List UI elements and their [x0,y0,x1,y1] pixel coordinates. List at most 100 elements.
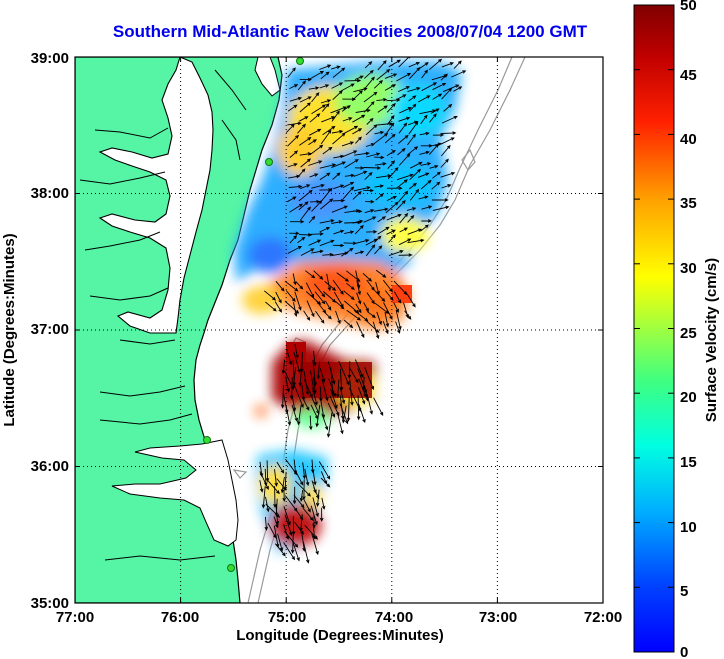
velocity-arrow [374,184,385,188]
velocity-arrow [313,376,317,395]
velocity-arrow [432,142,442,147]
velocity-arrow [289,96,303,102]
velocity-arrow [293,302,298,318]
velocity-arrow [409,103,417,112]
velocity-arrow [332,279,344,295]
velocity-arrow [353,310,369,322]
velocity-arrow [331,82,344,89]
velocity-arrow [309,113,321,123]
velocity-arrow [308,232,324,236]
colorbar-tick-label: 45 [680,67,697,84]
velocity-arrow [300,184,311,190]
velocity-arrow [428,143,439,155]
velocity-arrow [321,378,329,402]
velocity-arrow [407,238,425,244]
velocity-arrow [294,480,311,497]
velocity-arrow [288,174,301,179]
velocity-arrow [453,86,463,92]
velocity-arrow [393,280,408,296]
velocity-arrow [309,173,319,178]
velocity-arrow [432,82,447,91]
velocity-arrow [355,303,362,314]
colorbar-gradient [633,4,675,653]
velocity-arrow [384,73,398,79]
velocity-arrow [344,230,355,235]
velocity-arrow [292,486,297,505]
velocity-arrow [328,378,336,398]
velocity-arrow [441,62,454,68]
velocity-arrow [332,198,346,203]
velocity-arrow [343,290,355,301]
velocity-arrow [386,114,395,125]
velocity-arrow [319,172,331,181]
velocity-arrow [384,312,390,328]
velocity-arrow [288,184,303,189]
velocity-arrow [297,168,306,177]
velocity-arrow [341,247,354,257]
velocity-arrow [325,300,332,311]
velocity-arrow [294,469,304,486]
velocity-arrow [300,248,315,256]
velocity-arrow [342,117,353,122]
velocity-arrow [404,310,412,320]
velocity-arrow [352,128,363,135]
velocity-arrow [408,61,421,68]
velocity-arrow [348,367,359,384]
colorbar-tick-label: 0 [680,644,688,659]
velocity-arrow [320,477,331,488]
velocity-arrow [335,301,345,310]
x-axis-label: Longitude (Degrees:Minutes) [236,627,444,644]
velocity-arrow [320,198,334,210]
velocity-arrow [264,516,269,531]
velocity-arrow [259,480,264,493]
velocity-arrow [313,270,324,280]
velocity-arrow [351,90,363,101]
velocity-arrow [321,116,336,123]
velocity-arrow [373,397,384,417]
velocity-arrow [321,187,333,201]
velocity-arrow [344,173,355,178]
velocity-arrow [339,386,346,405]
velocity-arrow [299,137,312,146]
velocity-arrow [302,507,314,521]
velocity-arrow [352,114,366,123]
velocity-arrow [421,205,433,210]
velocity-arrow [327,402,336,418]
velocity-arrow [398,116,411,122]
x-tick-label: 72:00 [584,609,622,626]
velocity-arrow [309,415,313,431]
velocity-arrow [365,199,375,204]
velocity-arrow [339,403,349,425]
velocity-arrow [398,153,411,166]
velocity-arrow [418,62,429,70]
velocity-arrow [364,61,373,69]
velocity-arrow [312,469,317,486]
velocity-arrow [309,70,325,80]
velocity-arrow [377,226,390,235]
velocity-arrow [335,310,341,325]
velocity-arrow [407,87,421,93]
velocity-arrow [287,104,298,112]
velocity-arrow [266,479,280,495]
colorbar-tick-label: 40 [680,131,697,148]
velocity-arrow [344,78,362,83]
velocity-arrow [284,280,299,292]
x-tick-label: 75:00 [268,609,306,626]
velocity-arrow [291,404,299,422]
velocity-arrow [341,141,355,147]
velocity-arrow [386,213,402,221]
velocity-arrow [395,200,406,211]
velocity-arrow [377,105,388,113]
velocity-arrow [291,516,296,536]
velocity-arrow [319,163,337,169]
velocity-arrow [265,496,270,513]
velocity-arrow [373,132,389,145]
velocity-arrow [286,196,297,203]
velocity-arrow [311,183,325,189]
velocity-arrow [396,94,407,101]
velocity-arrow [374,290,386,302]
velocity-arrow [354,166,365,170]
velocity-arrow [289,84,299,90]
velocity-arrow [417,172,430,178]
velocity-arrow [406,293,416,308]
